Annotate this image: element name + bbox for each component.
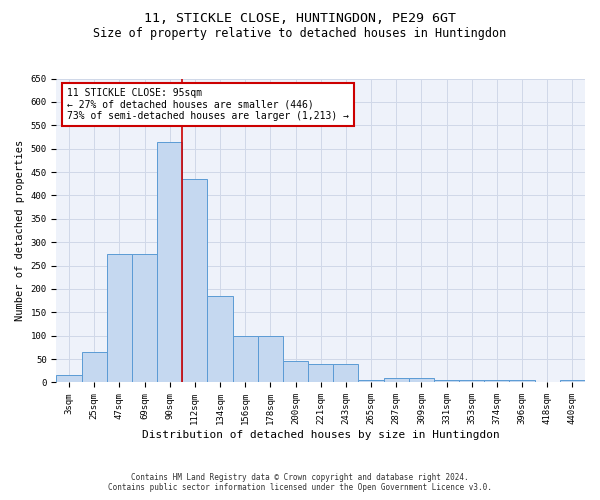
Bar: [383, 378, 409, 382]
Bar: [333, 364, 358, 382]
Bar: [283, 362, 308, 382]
Bar: [157, 142, 182, 382]
Bar: [107, 254, 132, 382]
Text: 11 STICKLE CLOSE: 95sqm
← 27% of detached houses are smaller (446)
73% of semi-d: 11 STICKLE CLOSE: 95sqm ← 27% of detache…: [67, 88, 349, 121]
Text: Contains HM Land Registry data © Crown copyright and database right 2024.: Contains HM Land Registry data © Crown c…: [131, 472, 469, 482]
Text: 11, STICKLE CLOSE, HUNTINGDON, PE29 6GT: 11, STICKLE CLOSE, HUNTINGDON, PE29 6GT: [144, 12, 456, 26]
Bar: [409, 378, 434, 382]
Bar: [233, 336, 258, 382]
Bar: [560, 380, 585, 382]
Bar: [434, 380, 459, 382]
Bar: [182, 179, 208, 382]
Bar: [509, 380, 535, 382]
Text: Size of property relative to detached houses in Huntingdon: Size of property relative to detached ho…: [94, 28, 506, 40]
Bar: [258, 336, 283, 382]
Y-axis label: Number of detached properties: Number of detached properties: [15, 140, 25, 321]
X-axis label: Distribution of detached houses by size in Huntingdon: Distribution of detached houses by size …: [142, 430, 500, 440]
Bar: [132, 254, 157, 382]
Bar: [208, 296, 233, 382]
Bar: [308, 364, 333, 382]
Bar: [82, 352, 107, 382]
Bar: [358, 380, 383, 382]
Bar: [459, 380, 484, 382]
Text: Contains public sector information licensed under the Open Government Licence v3: Contains public sector information licen…: [108, 482, 492, 492]
Bar: [56, 376, 82, 382]
Bar: [484, 380, 509, 382]
